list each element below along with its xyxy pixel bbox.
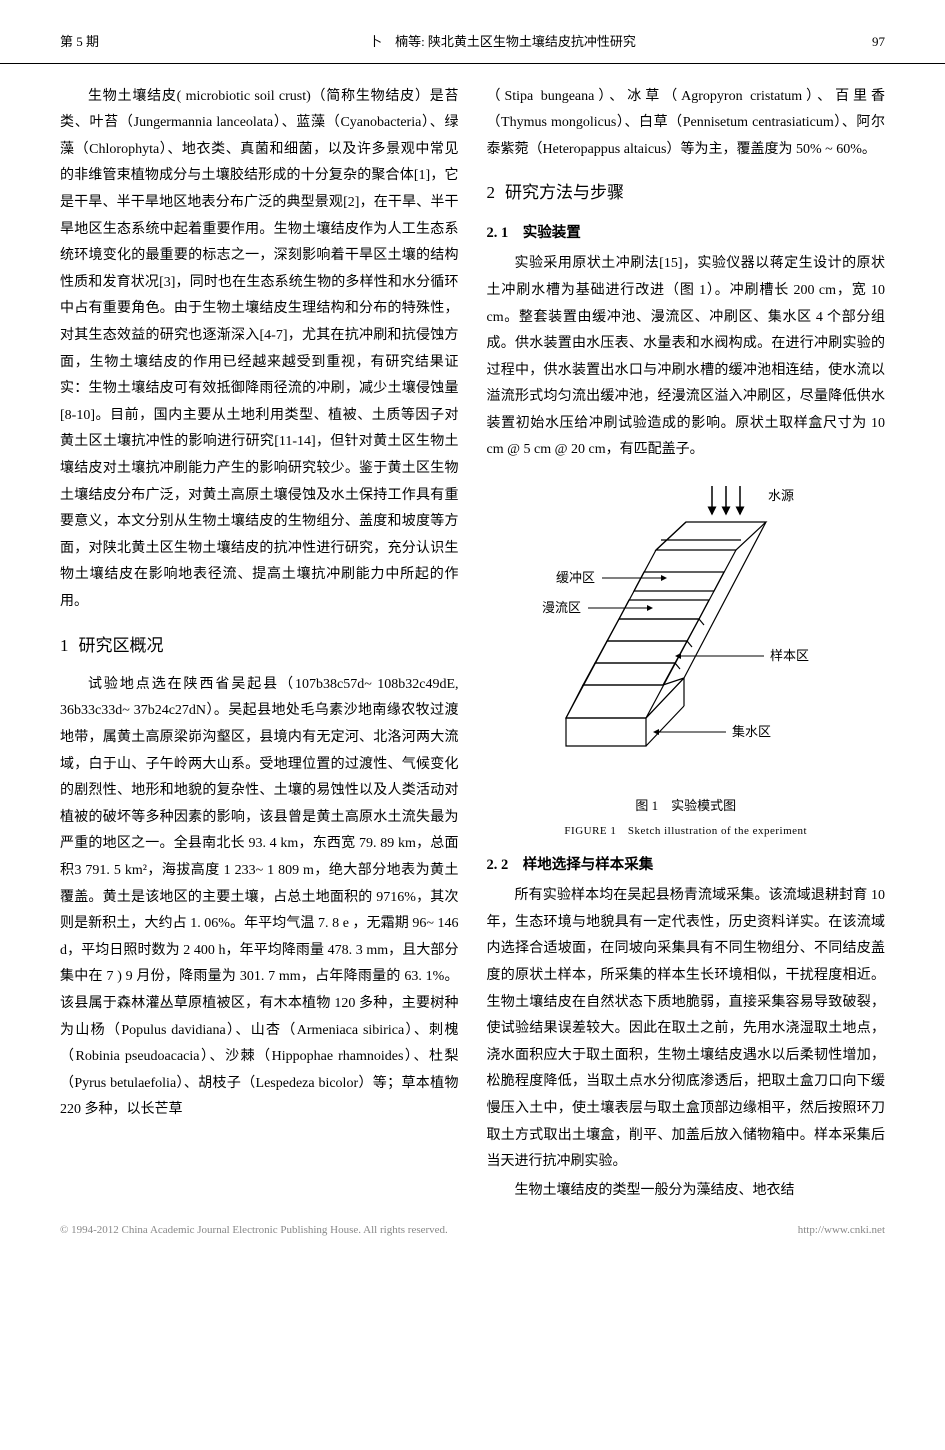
page-footer: © 1994-2012 China Academic Journal Elect… (0, 1216, 945, 1261)
intro-paragraph: 生物土壤结皮( microbiotic soil crust)（简称生物结皮）是… (60, 84, 459, 616)
footer-url: http://www.cnki.net (798, 1220, 885, 1241)
subsection-2-2-heading: 2. 2 样地选择与样本采集 (487, 852, 886, 880)
experiment-sketch-svg: 水源 (526, 478, 846, 788)
sampling-paragraph: 所有实验样本均在吴起县杨青流域采集。该流域退耕封育 10 年，生态环境与地貌具有… (487, 883, 886, 1176)
figure-1-caption-en: FIGURE 1 Sketch illustration of the expe… (487, 821, 886, 842)
section-2-number: 2 (487, 183, 496, 202)
crust-types-paragraph: 生物土壤结皮的类型一般分为藻结皮、地衣结 (487, 1178, 886, 1205)
apparatus-paragraph: 实验采用原状土冲刷法[15]，实验仪器以蒋定生设计的原状土冲刷水槽为基础进行改进… (487, 251, 886, 464)
issue-label: 第 5 期 (60, 30, 180, 55)
copyright-text: © 1994-2012 China Academic Journal Elect… (60, 1220, 448, 1241)
section-1-heading: 1 研究区概况 (60, 630, 459, 662)
study-area-paragraph: 试验地点选在陕西省吴起县（107b38c57d~ 108b32c49dE, 36… (60, 672, 459, 1124)
fig-label-sample: 样本区 (770, 648, 809, 663)
species-continuation-paragraph: （Stipa bungeana）、冰草（Agropyron cristatum）… (487, 84, 886, 164)
page-number: 97 (825, 30, 885, 55)
section-1-number: 1 (60, 636, 69, 655)
right-column: （Stipa bungeana）、冰草（Agropyron cristatum）… (487, 84, 886, 1207)
page-header: 第 5 期 卜 楠等: 陕北黄土区生物土壤结皮抗冲性研究 97 (0, 0, 945, 64)
running-title: 卜 楠等: 陕北黄土区生物土壤结皮抗冲性研究 (180, 30, 825, 55)
fig-label-buffer: 缓冲区 (556, 570, 595, 585)
fig-label-collect: 集水区 (732, 724, 771, 739)
left-column: 生物土壤结皮( microbiotic soil crust)（简称生物结皮）是… (60, 84, 459, 1207)
figure-1-caption-cn: 图 1 实验模式图 (487, 794, 886, 819)
fig-label-source: 水源 (768, 488, 794, 503)
section-2-heading: 2 研究方法与步骤 (487, 177, 886, 209)
content-area: 生物土壤结皮( microbiotic soil crust)（简称生物结皮）是… (0, 64, 945, 1217)
section-1-title: 研究区概况 (79, 636, 164, 655)
subsection-2-1-heading: 2. 1 实验装置 (487, 220, 886, 248)
section-2-title: 研究方法与步骤 (505, 183, 624, 202)
fig-label-overflow: 漫流区 (542, 600, 581, 615)
figure-1: 水源 (487, 478, 886, 842)
